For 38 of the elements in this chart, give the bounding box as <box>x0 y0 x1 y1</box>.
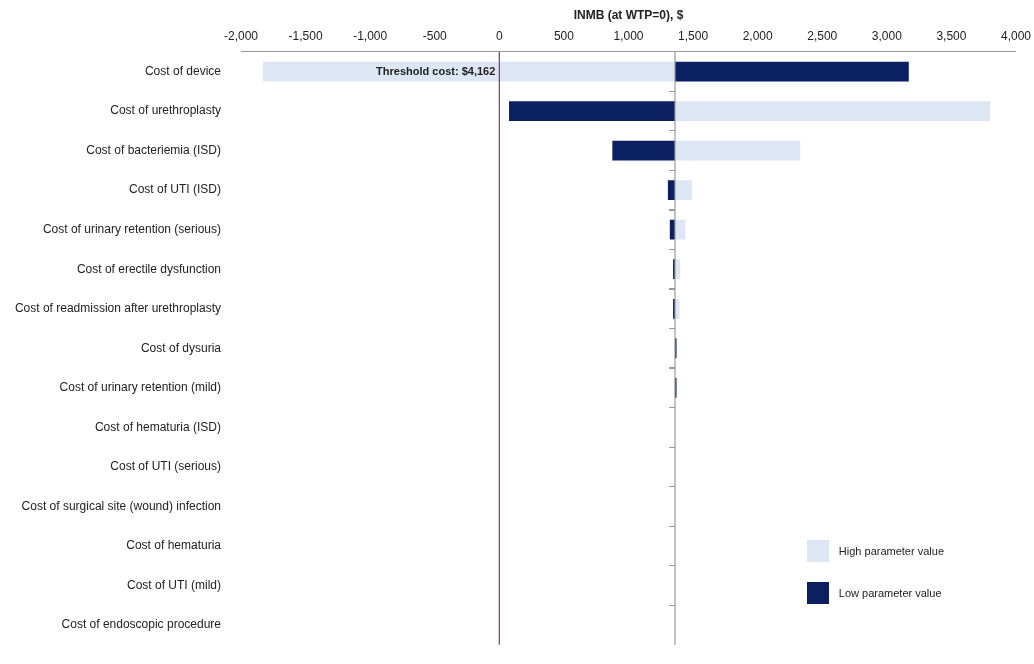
x-tick-label: 3,500 <box>936 28 967 43</box>
bar <box>612 140 675 161</box>
y-tick-label: Cost of hematuria <box>126 538 222 553</box>
y-tick-label: Cost of endoscopic procedure <box>61 617 222 632</box>
bar <box>674 180 692 201</box>
y-tick-label: Cost of dysuria <box>140 340 222 355</box>
y-tick-label: Cost of urinary retention (serious) <box>42 222 221 237</box>
x-tick-label: -2,000 <box>223 28 259 43</box>
y-tick-label: Cost of readmission after urethroplasty <box>14 301 221 316</box>
y-tick-label: Cost of erectile dysfunction <box>76 261 221 276</box>
y-tick-label: Cost of urethroplasty <box>110 103 221 118</box>
x-tick-label: 1,500 <box>678 28 709 43</box>
x-tick-label: -1,500 <box>288 28 323 43</box>
legend-label: Low parameter value <box>838 587 942 599</box>
y-tick-label: Cost of hematuria (ISD) <box>94 419 221 434</box>
x-tick-label: 4,000 <box>1000 28 1032 43</box>
x-tick-label: 2,500 <box>807 28 838 43</box>
x-tick-label: 1,000 <box>613 28 644 43</box>
y-tick-label: Cost of urinary retention (mild) <box>59 380 221 395</box>
x-axis-title: INMB (at WTP=0), $ <box>573 7 684 22</box>
x-tick-label: -1,000 <box>353 28 388 43</box>
x-tick-label: 500 <box>553 28 575 43</box>
x-tick-label: 2,000 <box>742 28 773 43</box>
bar <box>674 140 801 161</box>
bar <box>674 101 991 121</box>
x-tick-label: 0 <box>495 28 503 43</box>
x-tick-label: 3,000 <box>871 28 903 43</box>
legend-label: High parameter value <box>838 545 944 557</box>
bar <box>674 61 909 82</box>
y-tick-label: Cost of UTI (serious) <box>110 459 221 474</box>
y-tick-label: Cost of surgical site (wound) infection <box>21 498 221 513</box>
bar <box>509 101 675 121</box>
y-tick-label: Cost of bacteriemia (ISD) <box>86 142 221 157</box>
y-tick-label: Cost of UTI (ISD) <box>128 182 221 197</box>
y-tick-label: Cost of device <box>144 63 222 78</box>
annotation: Threshold cost: $4,162 <box>376 64 496 77</box>
y-tick-label: Cost of UTI (mild) <box>126 577 221 592</box>
x-tick-label: -500 <box>422 28 448 43</box>
